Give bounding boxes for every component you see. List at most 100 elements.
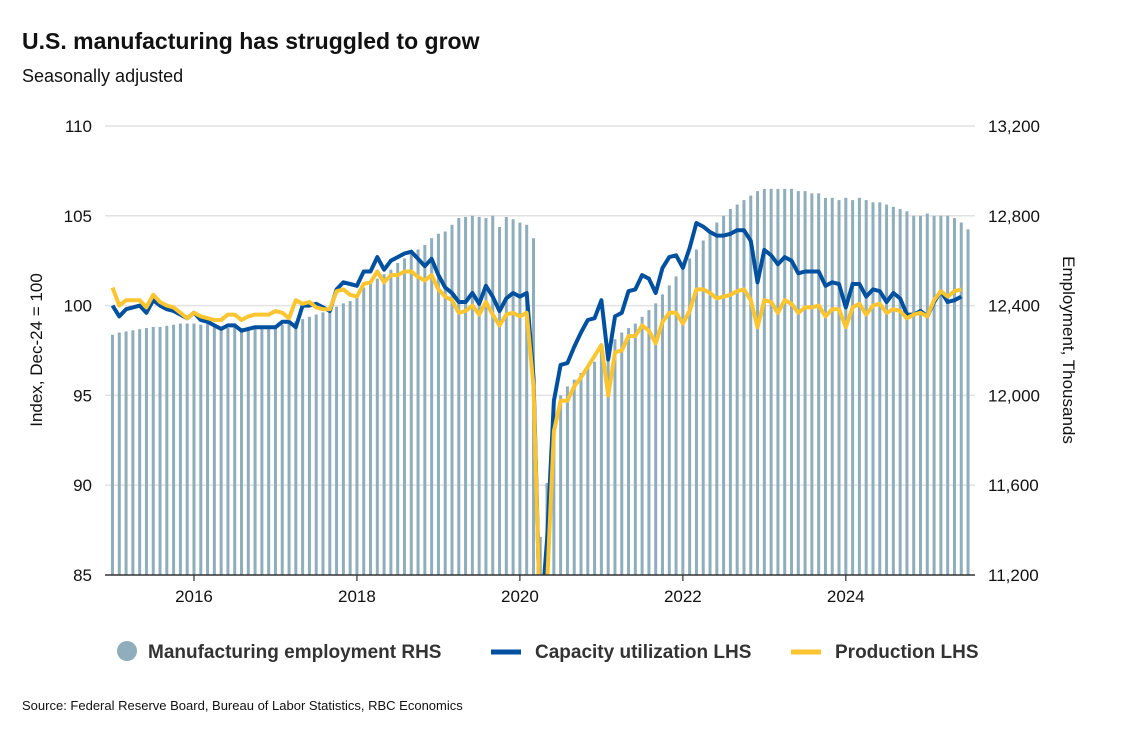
employment-bar xyxy=(817,193,821,575)
employment-bar xyxy=(362,287,366,575)
employment-bar xyxy=(253,328,257,575)
employment-bar xyxy=(375,278,379,575)
employment-bar xyxy=(470,215,474,576)
employment-bar xyxy=(416,249,420,575)
left-tick-label: 105 xyxy=(64,207,92,226)
employment-bar xyxy=(172,324,176,575)
employment-bar xyxy=(518,222,522,575)
right-tick-label: 11,600 xyxy=(988,476,1039,495)
employment-bar xyxy=(314,314,318,575)
employment-bar xyxy=(796,191,800,576)
employment-bar xyxy=(185,323,189,575)
employment-bar xyxy=(878,202,882,575)
employment-bar xyxy=(477,216,481,576)
employment-bar xyxy=(620,332,624,575)
employment-bar xyxy=(219,326,223,575)
employment-bar xyxy=(158,326,162,575)
right-tick-label: 12,800 xyxy=(988,207,1040,226)
employment-bar xyxy=(810,193,814,575)
employment-bar xyxy=(240,328,244,575)
x-tick-label: 2018 xyxy=(338,587,376,606)
employment-bar xyxy=(749,195,753,575)
employment-bar xyxy=(192,323,196,575)
production-line xyxy=(110,269,962,575)
employment-bar xyxy=(430,238,434,575)
left-axis-label: Index, Dec-24 = 100 xyxy=(27,273,46,427)
employment-bar xyxy=(959,222,963,575)
employment-bar xyxy=(206,323,210,575)
x-tick-label: 2016 xyxy=(175,587,213,606)
employment-bar xyxy=(939,215,943,576)
employment-bar xyxy=(633,323,637,575)
x-tick-label: 2022 xyxy=(664,587,702,606)
employment-bar xyxy=(525,224,529,575)
employment-bar xyxy=(654,303,658,575)
employment-bar xyxy=(946,215,950,576)
employment-bar xyxy=(701,240,705,575)
employment-bar xyxy=(423,244,427,576)
employment-bar xyxy=(124,331,128,575)
employment-bar xyxy=(491,215,495,576)
employment-bar xyxy=(212,325,216,575)
employment-bar xyxy=(735,204,739,575)
employment-bar xyxy=(402,258,406,575)
employment-bar xyxy=(599,347,603,575)
employment-bar xyxy=(552,404,556,575)
employment-bar xyxy=(708,231,712,575)
employment-bar xyxy=(498,227,502,575)
employment-bar xyxy=(756,191,760,576)
legend-employment-label: Manufacturing employment RHS xyxy=(148,642,441,663)
left-tick-label: 100 xyxy=(64,297,92,316)
employment-bar xyxy=(117,332,121,575)
employment-bar xyxy=(613,339,617,575)
employment-bar xyxy=(199,324,203,575)
employment-bar xyxy=(681,269,685,575)
employment-bar xyxy=(803,191,807,576)
employment-bar xyxy=(144,328,148,575)
left-tick-label: 95 xyxy=(73,386,92,405)
source-note: Source: Federal Reserve Board, Bureau of… xyxy=(22,698,463,713)
employment-bar xyxy=(273,325,277,575)
employment-bar xyxy=(885,204,889,575)
chart-subtitle: Seasonally adjusted xyxy=(22,66,184,86)
x-tick-label: 2024 xyxy=(827,587,865,606)
employment-bar xyxy=(905,211,909,575)
employment-bar xyxy=(715,222,719,575)
left-tick-label: 90 xyxy=(73,476,92,495)
employment-bar xyxy=(593,361,597,575)
employment-bar xyxy=(783,188,787,576)
employment-bar xyxy=(851,200,855,575)
employment-bar xyxy=(925,213,929,575)
employment-bar xyxy=(165,325,169,575)
employment-bar xyxy=(138,329,142,575)
employment-bar xyxy=(111,334,114,575)
employment-bar xyxy=(627,328,631,575)
employment-bar xyxy=(776,188,780,576)
employment-bar xyxy=(586,366,590,575)
employment-bar xyxy=(762,188,766,576)
right-axis-label: Employment, Thousands xyxy=(1059,256,1078,444)
employment-bar xyxy=(871,202,875,575)
employment-bar xyxy=(728,209,732,575)
employment-bar xyxy=(769,188,773,576)
employment-bar xyxy=(504,216,508,576)
employment-bar xyxy=(857,197,861,575)
employment-bar xyxy=(457,218,461,576)
employment-bar xyxy=(647,310,651,575)
right-tick-label: 13,200 xyxy=(988,117,1040,136)
right-tick-label: 11,200 xyxy=(988,566,1039,585)
employment-bar xyxy=(952,218,956,576)
employment-bar xyxy=(966,229,970,575)
employment-bar xyxy=(565,386,569,575)
employment-bar xyxy=(823,197,827,575)
employment-bar xyxy=(335,306,339,575)
employment-bar xyxy=(837,200,841,575)
employment-bar xyxy=(450,224,454,575)
legend-employment-marker xyxy=(117,641,137,661)
employment-bar xyxy=(674,276,678,575)
employment-bar xyxy=(742,200,746,575)
employment-bar xyxy=(409,253,413,575)
employment-bar xyxy=(321,312,325,575)
employment-bar xyxy=(131,330,135,575)
